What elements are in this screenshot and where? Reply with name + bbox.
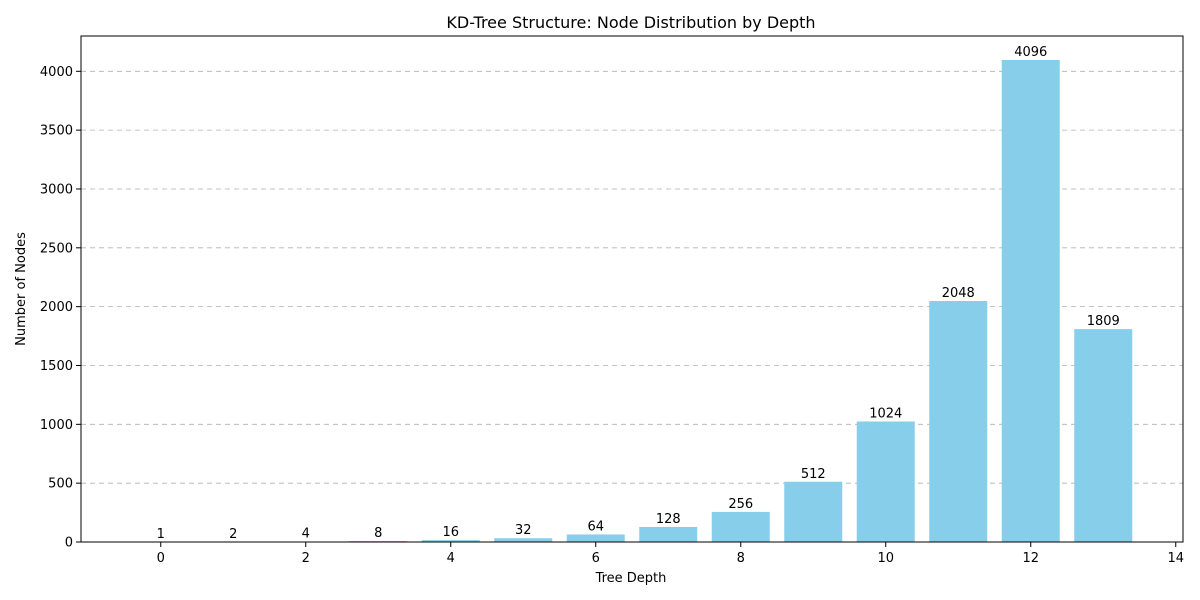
- bar-depth-4: [421, 540, 480, 542]
- y-axis-label: Number of Nodes: [14, 232, 29, 346]
- x-tick-label: 0: [157, 551, 165, 566]
- x-tick-label: 12: [1022, 551, 1039, 566]
- y-tick-label: 0: [65, 536, 73, 551]
- y-tick-label: 3500: [40, 124, 73, 139]
- bar-depth-6: [566, 534, 625, 542]
- bar-depth-11: [929, 301, 988, 542]
- x-axis: 0 2 4 6 8 10 12 14: [157, 542, 1184, 566]
- x-tick-label: 14: [1167, 551, 1184, 566]
- x-tick-label: 6: [592, 551, 600, 566]
- data-label: 512: [801, 467, 826, 482]
- y-tick-label: 2500: [40, 241, 73, 256]
- data-label: 1809: [1087, 314, 1120, 329]
- grid-layer: [81, 70, 1183, 484]
- y-tick-label: 1500: [40, 359, 73, 374]
- data-label: 2048: [942, 286, 975, 301]
- bar-depth-9: [784, 481, 843, 542]
- data-label: 32: [515, 523, 532, 538]
- y-tick-label: 2000: [40, 300, 73, 315]
- x-axis-label: Tree Depth: [595, 571, 667, 586]
- plot-frame: [80, 35, 1184, 543]
- y-tick-label: 1000: [40, 418, 73, 433]
- data-label: 1024: [869, 407, 902, 422]
- x-tick-label: 8: [737, 551, 745, 566]
- x-tick-label: 2: [302, 551, 310, 566]
- bars-layer: [131, 60, 1133, 542]
- y-tick-label: 3000: [40, 182, 73, 197]
- chart-title: KD-Tree Structure: Node Distribution by …: [446, 13, 815, 32]
- data-label: 64: [587, 519, 604, 534]
- y-tick-label: 4000: [40, 65, 73, 80]
- data-label: 2: [229, 527, 237, 542]
- bar-depth-8: [711, 511, 770, 542]
- y-tick-label: 500: [48, 477, 73, 492]
- x-tick-label: 4: [447, 551, 455, 566]
- data-label: 128: [656, 512, 681, 527]
- data-label: 8: [374, 526, 382, 541]
- data-label: 4096: [1014, 45, 1047, 60]
- bar-depth-7: [639, 526, 698, 542]
- data-label: 256: [728, 497, 753, 512]
- data-label: 16: [442, 525, 459, 540]
- bar-depth-13: [1074, 329, 1133, 542]
- data-label: 1: [157, 527, 165, 542]
- x-tick-label: 10: [877, 551, 894, 566]
- data-labels-layer: 1 2 4 8 16 32 64 128 256 512 1024 2048 4096 1809: [157, 45, 1120, 542]
- bar-depth-5: [494, 538, 553, 542]
- bar-depth-12: [1001, 60, 1060, 542]
- data-label: 4: [302, 527, 310, 542]
- y-axis: 0 500 1000 1500 2000 2500 3000 3500 4000: [40, 65, 81, 551]
- bar-depth-10: [856, 421, 915, 542]
